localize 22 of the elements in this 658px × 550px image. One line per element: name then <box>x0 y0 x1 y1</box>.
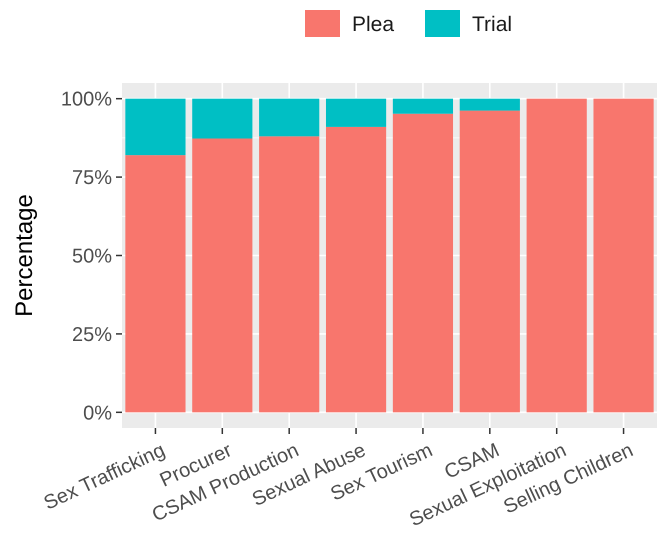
y-axis-title: Percentage <box>11 194 38 317</box>
legend-label: Trial <box>472 13 512 36</box>
legend-label: Plea <box>352 13 394 36</box>
bar <box>392 98 454 114</box>
bar <box>392 114 454 412</box>
bar <box>326 98 386 127</box>
y-tick-label: 0% <box>83 402 112 424</box>
y-tick-label: 25% <box>72 324 112 346</box>
y-tick-label: 75% <box>72 167 112 190</box>
bar <box>192 98 252 139</box>
bar <box>125 98 186 156</box>
bar <box>192 138 252 412</box>
y-tick-label: 50% <box>72 246 112 268</box>
bar <box>460 98 520 111</box>
bar <box>460 110 520 412</box>
bar <box>259 98 320 136</box>
bar <box>259 136 320 412</box>
bar <box>326 126 386 412</box>
bar <box>526 98 587 412</box>
bar <box>125 155 186 412</box>
bar <box>593 98 654 412</box>
y-tick-label: 100% <box>60 88 112 111</box>
